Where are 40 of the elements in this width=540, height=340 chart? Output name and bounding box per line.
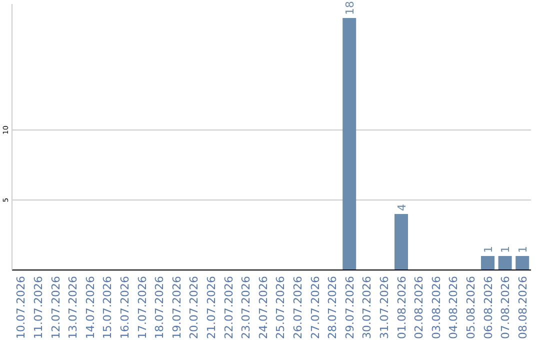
x-tick-label: 23.07.2026 bbox=[240, 276, 253, 339]
x-tick-label: 22.07.2026 bbox=[222, 276, 236, 339]
x-tick-label: 10.07.2026 bbox=[14, 276, 28, 339]
x-tick-label: 02.08.2026 bbox=[412, 276, 426, 339]
data-label: 1 bbox=[499, 246, 512, 253]
bar bbox=[394, 214, 408, 270]
x-tick-label: 17.07.2026 bbox=[136, 276, 149, 339]
x-tick-label: 31.07.2026 bbox=[378, 276, 391, 339]
bar bbox=[342, 18, 356, 270]
bar bbox=[481, 256, 494, 270]
x-tick-label: 15.07.2026 bbox=[101, 276, 114, 339]
x-tick-label: 24.07.2026 bbox=[256, 276, 270, 339]
x-tick-label: 21.07.2026 bbox=[204, 276, 218, 339]
data-label: 1 bbox=[482, 246, 495, 253]
x-tick-label: 14.07.2026 bbox=[84, 276, 97, 339]
x-tick-label: 12.07.2026 bbox=[49, 276, 62, 339]
x-tick-label: 27.07.2026 bbox=[308, 276, 322, 339]
x-tick-label: 30.07.2026 bbox=[360, 276, 374, 339]
x-tick-label: 04.08.2026 bbox=[447, 276, 460, 339]
x-tick-label: 29.07.2026 bbox=[343, 276, 356, 339]
x-tick-label: 16.07.2026 bbox=[118, 276, 132, 339]
x-tick-label: 05.08.2026 bbox=[464, 276, 478, 339]
x-tick-label: 25.07.2026 bbox=[274, 276, 288, 339]
data-label: 18 bbox=[343, 1, 356, 15]
bar bbox=[498, 256, 512, 270]
bar bbox=[516, 256, 530, 270]
x-tick-label: 19.07.2026 bbox=[170, 276, 184, 339]
x-tick-label: 18.07.2026 bbox=[153, 276, 166, 339]
x-tick-label: 01.08.2026 bbox=[395, 276, 408, 339]
x-tick-label: 06.08.2026 bbox=[482, 276, 495, 339]
x-tick-label: 11.07.2026 bbox=[32, 276, 45, 339]
x-tick-label: 03.08.2026 bbox=[430, 276, 443, 339]
x-tick-label: 07.08.2026 bbox=[499, 276, 512, 339]
x-tick-label: 13.07.2026 bbox=[66, 276, 80, 339]
x-tick-label: 28.07.2026 bbox=[326, 276, 340, 339]
data-label: 1 bbox=[516, 246, 530, 253]
x-tick-label: 08.08.2026 bbox=[516, 276, 530, 339]
x-tick-label: 20.07.2026 bbox=[188, 276, 201, 339]
x-tick-label: 26.07.2026 bbox=[291, 276, 304, 339]
data-label: 4 bbox=[395, 204, 408, 211]
